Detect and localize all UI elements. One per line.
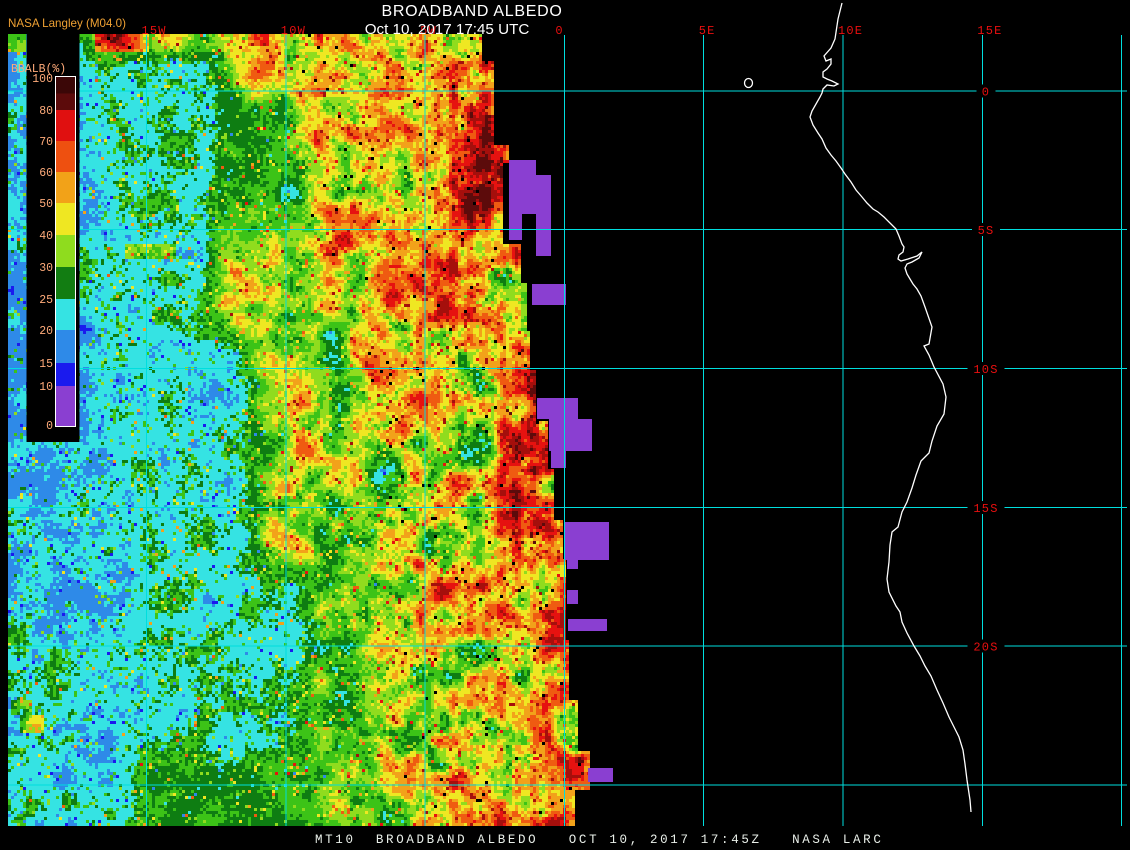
svg-text:20S: 20S — [973, 641, 998, 655]
svg-text:70: 70 — [39, 136, 53, 149]
svg-text:5W: 5W — [420, 24, 437, 38]
svg-text:15E: 15E — [977, 24, 1002, 38]
svg-text:10W: 10W — [281, 24, 306, 38]
svg-text:10E: 10E — [838, 24, 863, 38]
svg-text:15: 15 — [39, 358, 53, 371]
svg-text:100: 100 — [32, 73, 53, 86]
svg-text:50: 50 — [39, 198, 53, 211]
svg-text:5S: 5S — [978, 224, 995, 238]
svg-text:0: 0 — [982, 85, 990, 99]
svg-text:10S: 10S — [973, 363, 998, 377]
svg-text:5E: 5E — [699, 24, 716, 38]
svg-text:10: 10 — [39, 381, 53, 394]
svg-text:Oct 10, 2017 17:45 UTC: Oct 10, 2017 17:45 UTC — [365, 21, 530, 38]
svg-text:BBALB(%): BBALB(%) — [11, 63, 66, 76]
svg-text:15S: 15S — [973, 502, 998, 516]
svg-text:80: 80 — [39, 105, 53, 118]
svg-text:MT10 BROADBAND ALBEDO OCT 1: MT10 BROADBAND ALBEDO OCT 10, 2017 17:45… — [315, 833, 883, 847]
svg-text:40: 40 — [39, 230, 53, 243]
svg-text:20: 20 — [39, 325, 53, 338]
svg-text:0: 0 — [555, 24, 563, 38]
svg-text:NASA Langley (M04.0): NASA Langley (M04.0) — [8, 17, 126, 30]
svg-text:30: 30 — [39, 262, 53, 275]
svg-text:25: 25 — [39, 294, 53, 307]
svg-text:0: 0 — [46, 420, 53, 433]
svg-text:BROADBAND ALBEDO: BROADBAND ALBEDO — [381, 3, 562, 20]
svg-text:15W: 15W — [142, 24, 167, 38]
svg-text:60: 60 — [39, 167, 53, 180]
